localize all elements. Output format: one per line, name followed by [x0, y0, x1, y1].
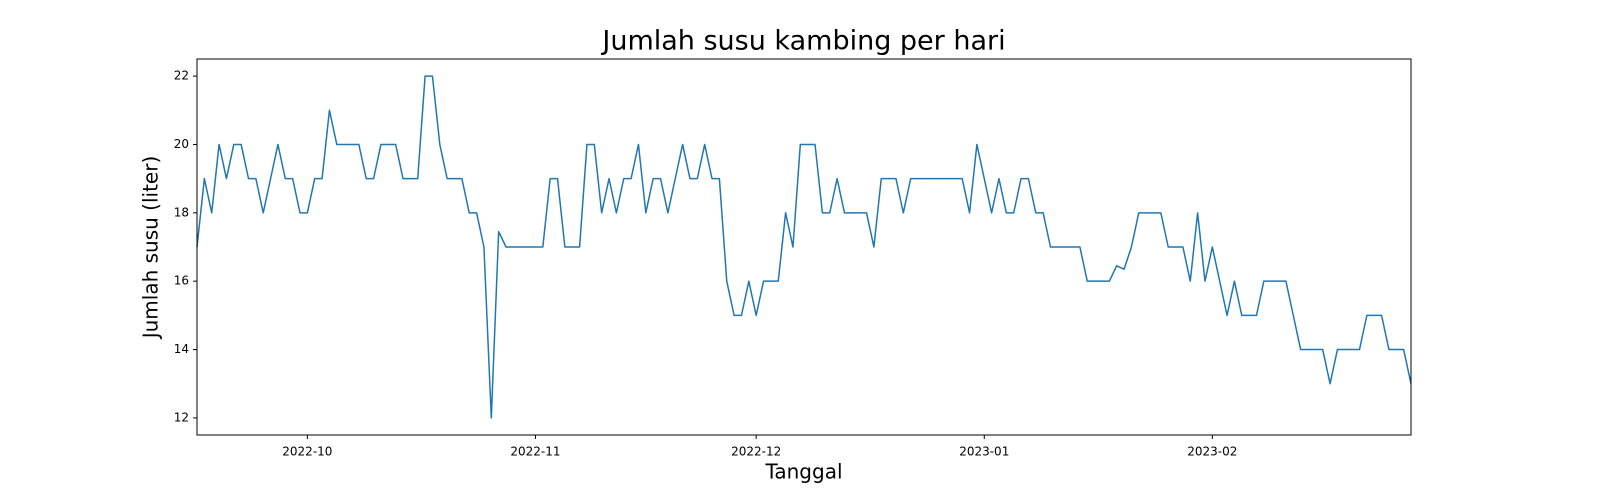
y-axis-label: Jumlah susu (liter) [139, 156, 163, 341]
y-tick-label: 12 [174, 410, 189, 424]
y-tick-label: 22 [174, 69, 189, 83]
chart-title: Jumlah susu kambing per hari [600, 26, 1005, 57]
y-tick-label: 16 [174, 274, 189, 288]
x-tick-label: 2022-11 [510, 445, 560, 459]
x-axis-label: Tanggal [764, 460, 842, 484]
x-tick-label: 2023-01 [959, 445, 1009, 459]
y-tick-label: 14 [174, 342, 189, 356]
x-tick-label: 2022-10 [282, 445, 332, 459]
x-tick-label: 2022-12 [731, 445, 781, 459]
data-line [196, 75, 1412, 419]
plot-frame [196, 58, 1412, 436]
x-tick-label: 2023-02 [1187, 445, 1237, 459]
y-tick-label: 20 [174, 137, 189, 151]
y-tick-label: 18 [174, 205, 189, 219]
